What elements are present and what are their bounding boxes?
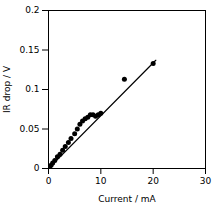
svg-text:0.2: 0.2 [25,5,39,15]
svg-text:IR drop / V: IR drop / V [2,65,12,113]
svg-text:0: 0 [34,163,40,173]
svg-text:0: 0 [46,176,52,186]
svg-text:0.05: 0.05 [19,124,39,134]
svg-text:0.1: 0.1 [25,84,39,94]
svg-text:10: 10 [95,176,107,186]
svg-text:20: 20 [147,176,159,186]
svg-text:30: 30 [200,176,212,186]
svg-text:0.15: 0.15 [19,45,39,55]
svg-text:Current / mA: Current / mA [98,194,156,204]
